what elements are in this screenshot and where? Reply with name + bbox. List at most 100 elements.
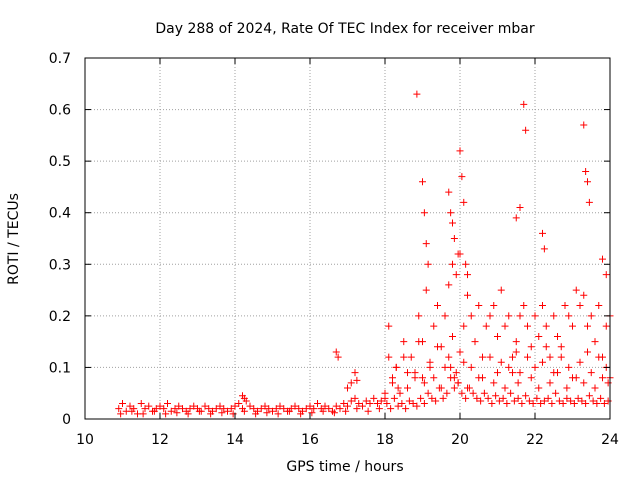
data-point (246, 402, 254, 410)
data-point (555, 397, 563, 405)
data-point (548, 400, 556, 408)
data-point (394, 402, 402, 410)
data-point (475, 302, 483, 310)
data-point (597, 394, 605, 402)
data-point (584, 348, 591, 356)
data-point (415, 338, 423, 346)
data-point (554, 369, 561, 377)
data-point (584, 322, 591, 330)
x-tick-label: 16 (301, 432, 319, 448)
data-point (145, 402, 153, 410)
data-point (420, 379, 428, 387)
data-point (126, 402, 134, 410)
data-point (162, 410, 170, 418)
data-point (274, 410, 282, 418)
data-point (578, 397, 586, 405)
data-point (415, 312, 423, 320)
x-axis-label: GPS time / hours (286, 459, 403, 475)
x-tick-label: 14 (226, 432, 244, 448)
data-point (450, 384, 458, 392)
data-point (160, 405, 168, 413)
data-point (450, 374, 458, 382)
data-point (460, 322, 468, 330)
data-point (385, 353, 393, 361)
data-point (392, 363, 400, 371)
data-point (550, 312, 558, 320)
data-point (542, 343, 550, 351)
data-point (167, 407, 175, 415)
data-point (404, 369, 411, 377)
grid-lines (85, 58, 610, 419)
data-point (353, 376, 361, 384)
data-point (375, 405, 383, 413)
x-tick-label: 12 (151, 432, 169, 448)
plot-frame (84, 57, 611, 420)
data-point (565, 363, 573, 371)
data-point (554, 332, 561, 340)
data-point (469, 389, 477, 397)
data-point (362, 397, 370, 405)
data-point (235, 400, 243, 408)
data-point (441, 312, 449, 320)
data-point (374, 400, 381, 408)
data-point (291, 402, 299, 410)
data-point (452, 271, 460, 279)
data-point (462, 394, 470, 402)
data-point (539, 229, 546, 237)
data-point (447, 363, 455, 371)
data-point (540, 245, 548, 253)
data-point (464, 271, 471, 279)
data-point (488, 400, 496, 408)
x-tick-label: 22 (526, 432, 544, 448)
data-point (490, 302, 498, 310)
data-point (404, 384, 411, 392)
data-point (319, 407, 327, 415)
data-point (164, 400, 171, 408)
data-point (424, 389, 432, 397)
data-point (473, 394, 481, 402)
data-point (450, 235, 458, 242)
y-tick-label: 0.1 (49, 360, 71, 376)
data-point (539, 358, 546, 366)
data-point (533, 394, 541, 402)
data-point (263, 409, 271, 417)
data-point (419, 178, 426, 186)
y-tick-label: 0.5 (49, 154, 71, 170)
data-point (505, 312, 513, 320)
data-point (524, 353, 531, 361)
data-point (400, 338, 408, 346)
data-point (494, 369, 501, 377)
data-point (220, 405, 228, 413)
data-point (285, 407, 293, 415)
data-point (411, 369, 419, 377)
data-point (563, 384, 571, 392)
data-point (250, 405, 258, 413)
x-tick-label: 10 (76, 432, 94, 448)
data-point (520, 100, 528, 108)
data-point (580, 379, 588, 387)
data-point (377, 397, 385, 405)
data-point (482, 322, 490, 330)
data-point (570, 400, 578, 408)
data-point (537, 400, 545, 408)
data-point (600, 400, 608, 408)
data-point (347, 379, 355, 387)
data-point (445, 353, 453, 361)
data-point (552, 389, 560, 397)
data-point (462, 260, 470, 268)
data-point (510, 397, 518, 405)
data-point (344, 384, 351, 392)
data-point (227, 405, 235, 413)
data-point (467, 312, 475, 320)
data-point (458, 173, 466, 181)
data-point (297, 410, 305, 418)
data-point (542, 322, 550, 330)
data-point (544, 394, 552, 402)
data-point (497, 286, 505, 294)
data-point (460, 358, 468, 366)
data-point (439, 394, 447, 402)
data-point (595, 353, 603, 361)
data-point (398, 400, 406, 408)
data-point (280, 405, 288, 413)
